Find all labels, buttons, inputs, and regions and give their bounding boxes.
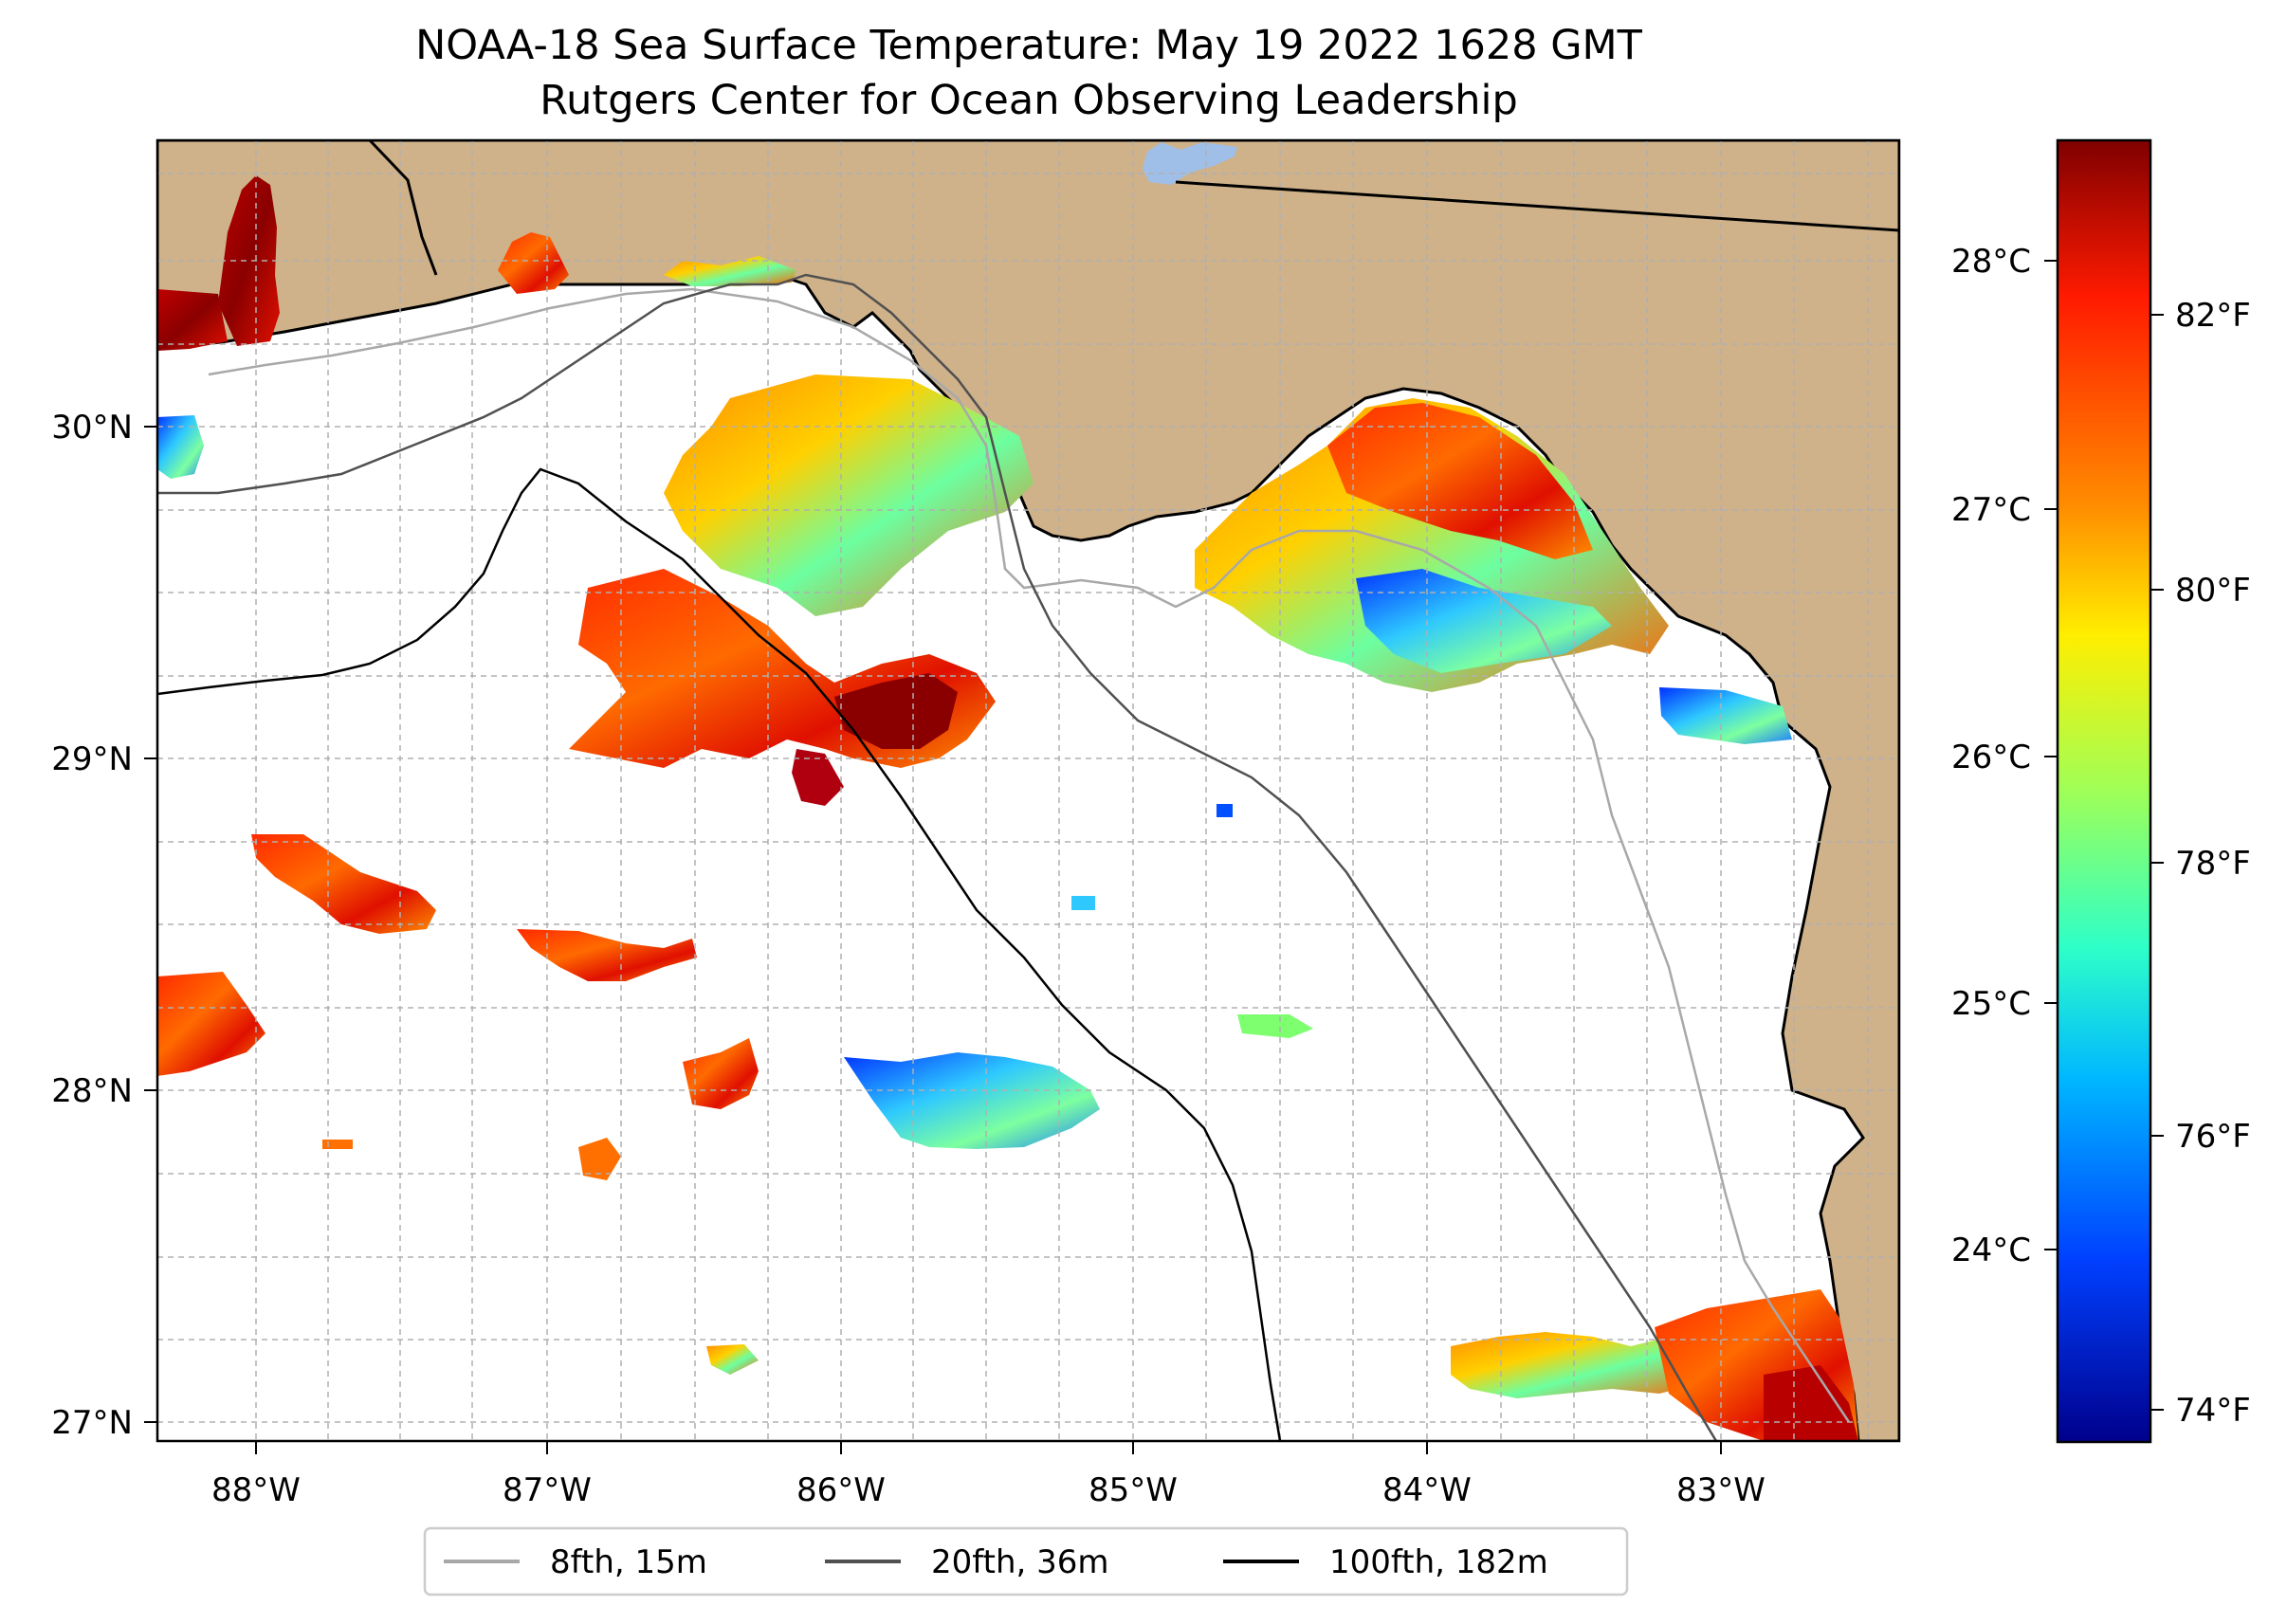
title-line-1: NOAA-18 Sea Surface Temperature: May 19 … xyxy=(415,22,1643,69)
colorbar-fahrenheit-ticks xyxy=(2150,314,2164,1411)
sst-pensacola-bay xyxy=(498,232,569,294)
lat-label-29n: 29°N xyxy=(51,740,133,778)
sst-patch-south-warm xyxy=(683,1038,759,1109)
lat-label-30n: 30°N xyxy=(51,409,133,447)
lon-ticks xyxy=(255,1441,1722,1454)
lat-labels: 30°N 29°N 28°N 27°N xyxy=(51,409,133,1442)
isobath-100fth xyxy=(157,467,1282,1441)
sst-patch-small-orange xyxy=(578,1138,621,1180)
colorbar-celsius-labels: 28°C 27°C 26°C 25°C 24°C xyxy=(1951,243,2031,1269)
sst-west-coast-strip xyxy=(157,289,228,351)
cbar-label-80f: 80°F xyxy=(2175,572,2251,610)
legend-label-20fth: 20fth, 36m xyxy=(931,1543,1109,1581)
map-area xyxy=(157,140,1899,1441)
cbar-label-25c: 25°C xyxy=(1951,985,2031,1023)
legend-box xyxy=(423,1526,1629,1597)
lat-ticks xyxy=(144,426,157,1423)
sst-patch-southwest xyxy=(157,972,265,1076)
cbar-label-27c: 27°C xyxy=(1951,491,2031,529)
lake-feature xyxy=(1143,142,1237,185)
sst-patch-tiny-blue xyxy=(1217,804,1233,817)
sst-patch-small-red xyxy=(792,749,844,806)
sst-patch-central xyxy=(664,374,1034,616)
lon-label-85w: 85°W xyxy=(1089,1471,1178,1509)
cbar-label-76f: 76°F xyxy=(2175,1118,2251,1156)
sst-patch-big-bend-warm xyxy=(1327,403,1593,559)
colorbar-fahrenheit-labels: 82°F 80°F 78°F 76°F 74°F xyxy=(2175,297,2251,1430)
lon-labels: 88°W 87°W 86°W 85°W 84°W 83°W xyxy=(211,1471,1766,1509)
title-line-2: Rutgers Center for Ocean Observing Leade… xyxy=(540,77,1518,124)
graticule xyxy=(157,140,1899,1441)
colorbar xyxy=(2056,138,2152,1444)
isobath-20fth xyxy=(157,273,1718,1441)
cbar-label-78f: 78°F xyxy=(2175,845,2251,883)
legend: 8fth, 15m 20fth, 36m 100fth, 182m xyxy=(423,1526,1629,1597)
sst-patch-deep-warm xyxy=(834,673,958,749)
sst-choctaw-bay xyxy=(664,256,796,286)
legend-label-100fth: 100fth, 182m xyxy=(1329,1543,1548,1581)
cbar-label-24c: 24°C xyxy=(1951,1232,2031,1269)
state-border xyxy=(1175,180,1899,232)
cbar-label-28c: 28°C xyxy=(1951,243,2031,281)
lon-label-87w: 87°W xyxy=(503,1471,592,1509)
lat-label-28n: 28°N xyxy=(51,1072,133,1110)
legend-label-8fth: 8fth, 15m xyxy=(550,1543,707,1581)
sst-patch-tiny-cyan xyxy=(1071,896,1095,910)
lon-label-84w: 84°W xyxy=(1382,1471,1472,1509)
map-frame xyxy=(156,138,1901,1443)
lon-label-86w: 86°W xyxy=(796,1471,886,1509)
cbar-label-74f: 74°F xyxy=(2175,1392,2251,1430)
cbar-label-26c: 26°C xyxy=(1951,739,2031,776)
state-border-west xyxy=(368,140,438,276)
lat-label-27n: 27°N xyxy=(51,1404,133,1442)
colorbar-celsius-ticks xyxy=(2044,260,2058,1250)
sst-patch-small-green xyxy=(1237,1014,1313,1038)
sst-mobile-bay xyxy=(218,175,280,346)
sst-patch-south-central xyxy=(844,1052,1100,1149)
lon-label-83w: 83°W xyxy=(1676,1471,1766,1509)
sst-patch-west-mid xyxy=(251,834,436,934)
sst-patch-mid-strip xyxy=(517,929,697,981)
lon-label-88w: 88°W xyxy=(211,1471,301,1509)
sst-patch-west xyxy=(157,415,204,479)
cbar-label-82f: 82°F xyxy=(2175,297,2251,335)
isobath-8fth xyxy=(208,287,1851,1423)
sst-patch-cedar-key xyxy=(1659,687,1792,744)
sst-patch-tiny-south xyxy=(706,1344,759,1375)
sst-patch-tiny-orange xyxy=(322,1140,353,1149)
